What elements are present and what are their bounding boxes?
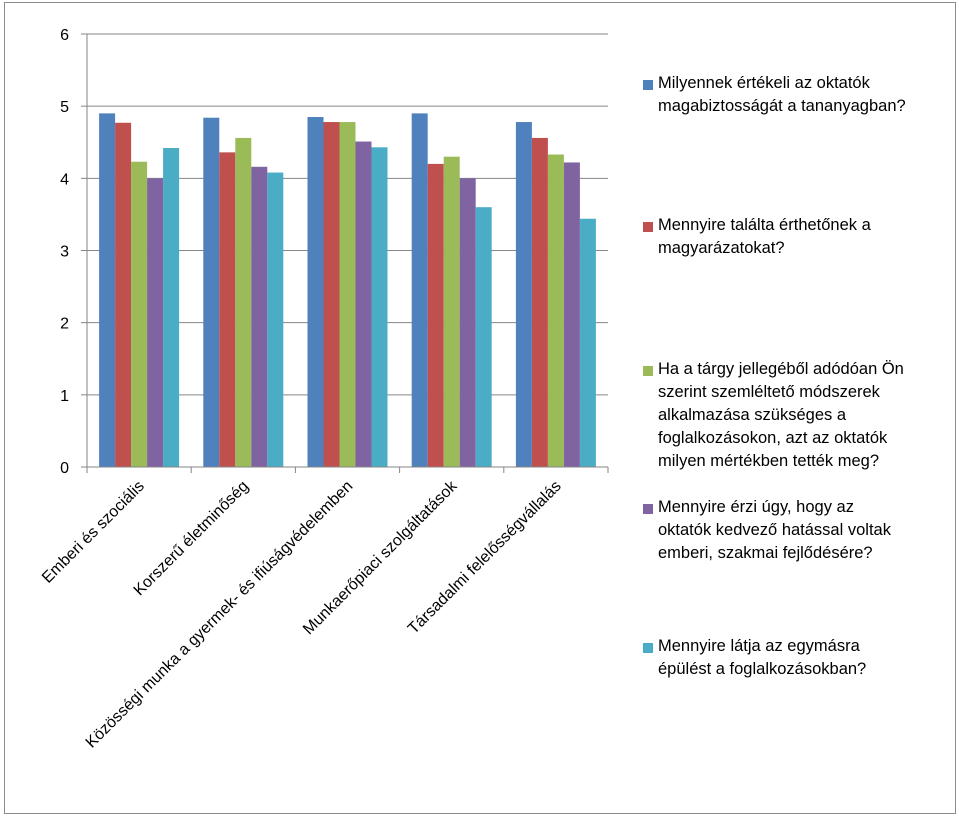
legend-label: Mennyire találta érthetőnek a magyarázat… (658, 216, 871, 257)
bars (99, 113, 596, 468)
bar (307, 116, 324, 467)
bar (99, 113, 116, 467)
y-tick-label: 0 (60, 460, 69, 477)
bar (475, 207, 492, 467)
bar (579, 218, 596, 467)
bar (115, 122, 132, 467)
bar (411, 113, 428, 467)
bar (547, 154, 564, 468)
legend-label: Ha a tárgy jellegéből adódóan Ön szerint… (658, 360, 904, 470)
y-tick-label: 1 (60, 388, 69, 405)
legend-swatch (643, 366, 653, 376)
bar (267, 172, 284, 467)
bar (219, 152, 236, 467)
y-axis-ticks: 0 1 2 3 4 5 6 (60, 27, 69, 477)
bar (459, 178, 476, 468)
legend-swatch (643, 643, 653, 653)
legend-label: Mennyire látja az egymásra épülést a fog… (658, 637, 867, 678)
bar (235, 137, 252, 468)
bar (515, 122, 532, 467)
bar (355, 141, 372, 468)
x-tick-label: Emberi és szociális (39, 478, 148, 587)
y-tick-label: 3 (60, 244, 69, 261)
bar (147, 178, 164, 468)
legend-swatch (643, 222, 653, 232)
bar (163, 148, 180, 468)
y-tick-label: 5 (60, 99, 69, 116)
bar (251, 166, 268, 467)
bar (131, 161, 148, 468)
bar (339, 122, 356, 467)
legend-swatch (643, 504, 653, 514)
legend-swatch (643, 80, 653, 90)
y-tick-label: 4 (60, 171, 69, 188)
legend-label: Milyennek értékeli az oktatók magabiztos… (658, 74, 906, 115)
y-tick-label: 6 (60, 27, 69, 44)
bar (371, 147, 388, 467)
bar (531, 137, 548, 468)
bar (427, 163, 444, 467)
bar (203, 117, 220, 468)
bar (443, 156, 460, 467)
bar (323, 122, 340, 467)
legend-label: Mennyire érzi úgy, hogy az oktatók kedve… (658, 498, 891, 562)
axes (86, 34, 609, 473)
y-tick-label: 2 (60, 316, 69, 333)
x-tick-label: Korszerű életminőség (131, 478, 252, 599)
bar (563, 162, 580, 467)
